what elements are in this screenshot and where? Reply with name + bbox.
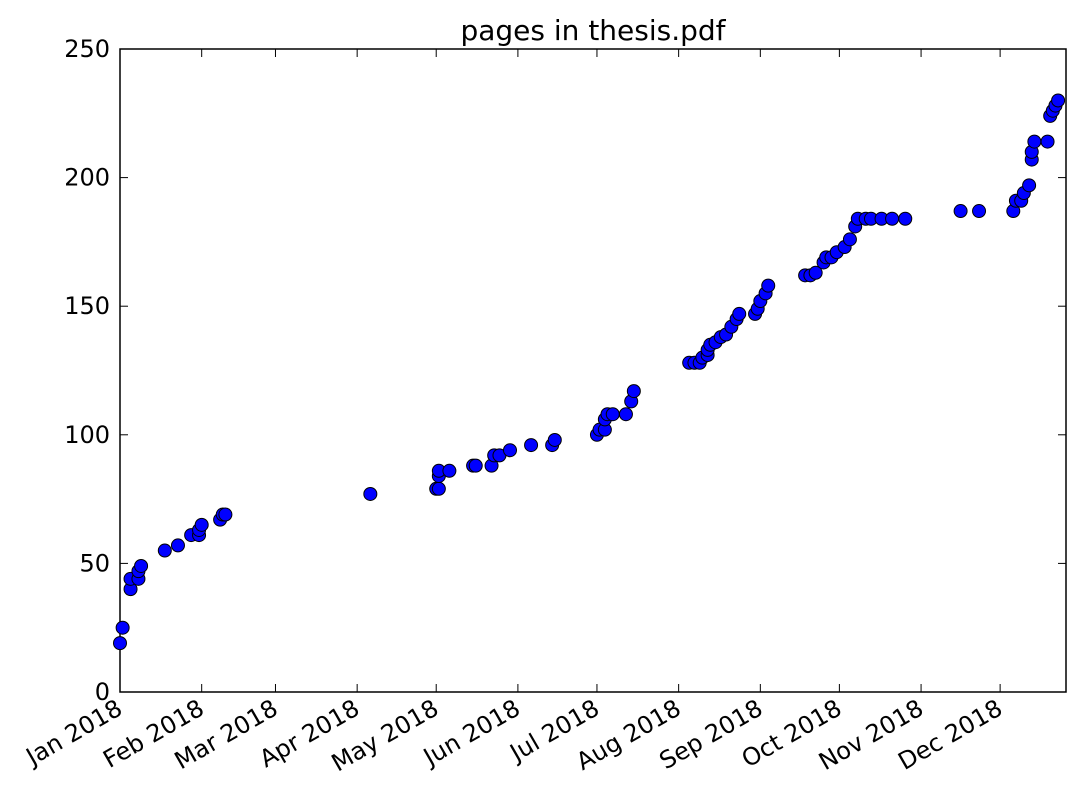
point	[842, 232, 857, 247]
point	[808, 265, 823, 280]
point	[732, 306, 747, 321]
chart-title: pages in thesis.pdf	[460, 14, 726, 47]
point	[502, 443, 517, 458]
point	[898, 211, 913, 226]
point	[431, 481, 446, 496]
point	[605, 407, 620, 422]
point	[194, 517, 209, 532]
y-tick-label: 0	[95, 678, 110, 706]
point	[134, 558, 149, 573]
point	[115, 620, 130, 635]
point	[547, 432, 562, 447]
point	[1022, 178, 1037, 193]
point	[1040, 134, 1055, 149]
point	[157, 543, 172, 558]
point	[363, 486, 378, 501]
point	[170, 538, 185, 553]
point	[618, 407, 633, 422]
y-tick-label: 50	[79, 549, 110, 577]
point	[626, 384, 641, 399]
point	[761, 278, 776, 293]
point	[972, 204, 987, 219]
point	[1051, 93, 1066, 108]
point	[1027, 134, 1042, 149]
point	[468, 458, 483, 473]
y-tick-label: 150	[64, 292, 110, 320]
point	[953, 204, 968, 219]
y-tick-label: 200	[64, 164, 110, 192]
plot-frame	[119, 48, 1067, 693]
y-tick-label: 100	[64, 421, 110, 449]
point	[113, 636, 127, 651]
y-tick-label: 250	[64, 35, 110, 63]
point	[442, 463, 457, 478]
point	[885, 211, 900, 226]
point	[218, 507, 233, 522]
point	[524, 438, 539, 453]
